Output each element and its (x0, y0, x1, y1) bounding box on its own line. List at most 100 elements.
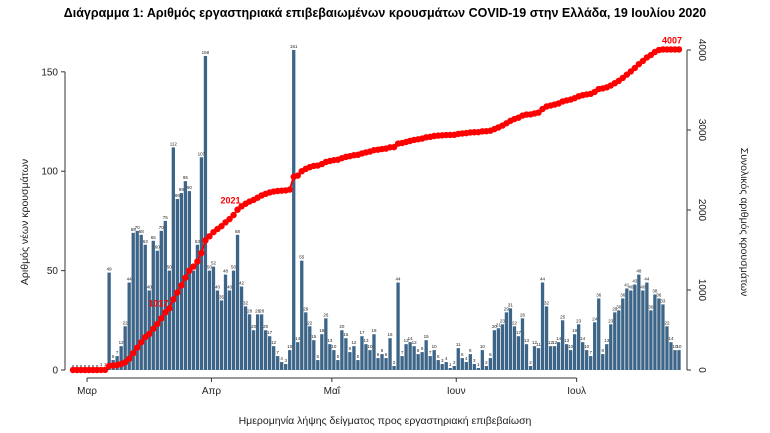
bar (524, 344, 529, 370)
y-right-tick-label: 1000 (696, 279, 707, 302)
bar (187, 191, 192, 370)
bar-value-label: 4 (445, 356, 448, 361)
bar-value-label: 5 (357, 354, 360, 359)
bar-value-label: 26 (520, 312, 526, 317)
bar-value-label: 29 (303, 306, 309, 311)
bar-value-label: 161 (290, 44, 298, 49)
bar (155, 250, 159, 370)
bar-value-label: 6 (385, 352, 388, 357)
bar-value-label: 112 (170, 141, 178, 146)
bar (292, 49, 296, 370)
cumulative-point (286, 186, 293, 193)
bar (544, 306, 549, 370)
bar-value-label: 68 (139, 229, 145, 234)
bar-value-label: 40 (147, 284, 153, 289)
bar-value-label: 14 (556, 336, 562, 341)
bar (504, 312, 509, 370)
chart-title: Διάγραμμα 1: Αριθμός εργαστηριακά επιβεβ… (63, 6, 707, 20)
bar-value-label: 52 (211, 261, 217, 266)
bar-value-label: 33 (660, 298, 666, 303)
bar (223, 274, 228, 370)
bar (300, 260, 304, 370)
bar (548, 346, 553, 370)
bar-value-label: 28 (255, 308, 261, 313)
bar-value-label: 60 (155, 245, 161, 250)
bar (344, 338, 348, 370)
bar (633, 284, 637, 370)
bar (589, 356, 593, 370)
bar (255, 314, 260, 370)
bar (468, 354, 472, 370)
bar (420, 352, 424, 370)
bar-value-label: 13 (604, 338, 610, 343)
cumulative-point (158, 315, 165, 322)
x-tick-label: Ιουν (447, 386, 466, 397)
bar (621, 298, 625, 370)
bar-value-label: 5 (337, 354, 340, 359)
cumulative-point (190, 263, 197, 270)
bar (131, 232, 135, 370)
cumulative-point (125, 355, 133, 362)
y-axis-left-title: Αριθμός νέων κρουσμάτων (19, 159, 31, 285)
bar-value-label: 89 (179, 187, 185, 192)
bar-value-label: 4 (280, 356, 283, 361)
bar-value-label: 3 (473, 358, 476, 363)
bar (316, 360, 320, 370)
bar-value-label: 12 (412, 340, 418, 345)
bar (231, 270, 236, 370)
cumulative-point (138, 338, 145, 346)
bar-value-label: 10 (432, 344, 438, 349)
bar-value-label: 36 (620, 292, 626, 297)
bar (444, 362, 448, 370)
bar-value-label: 1 (449, 362, 452, 367)
bar (581, 342, 585, 370)
bar (609, 324, 613, 370)
cumulative-point (186, 267, 193, 274)
bar-value-label: 75 (163, 215, 169, 220)
bar-value-label: 70 (135, 225, 141, 230)
bar (127, 282, 131, 370)
bar (151, 240, 155, 370)
bar-value-label: 10 (367, 344, 373, 349)
bar-value-label: 26 (323, 312, 329, 317)
bar-value-label: 90 (187, 185, 193, 190)
bar (119, 346, 123, 370)
bar-value-label: 10 (480, 344, 486, 349)
bar (597, 298, 601, 370)
bar (408, 342, 412, 370)
x-tick-label: Μαρ (77, 386, 97, 397)
bar-value-label: 13 (404, 338, 410, 343)
bar-value-label: 10 (584, 344, 590, 349)
bar (677, 350, 681, 370)
bar-value-label: 14 (668, 336, 674, 341)
bar-value-label: 12 (119, 340, 125, 345)
bar-value-label: 18 (572, 328, 578, 333)
bar-value-label: 17 (516, 330, 522, 335)
bar-value-label: 23 (576, 318, 582, 323)
bar-value-label: 18 (319, 328, 325, 333)
bar (123, 326, 127, 370)
bar-value-label: 25 (560, 314, 566, 319)
bar-value-label: 12 (548, 340, 554, 345)
bar (340, 330, 344, 370)
bar-value-label: 0 (72, 364, 75, 369)
bar-value-label: 36 (596, 292, 602, 297)
bar-value-label: 50 (231, 265, 237, 270)
bar-value-label: 17 (359, 330, 365, 335)
bar (653, 294, 657, 370)
bar (400, 356, 404, 370)
bar-value-label: 7 (429, 350, 432, 355)
bar (251, 330, 256, 370)
bar (332, 350, 336, 370)
bar (296, 342, 300, 370)
bar (452, 366, 456, 370)
bar (348, 352, 352, 370)
x-axis-title: Ημερομηνία λήψης δείγματος προς εργαστηρ… (239, 415, 532, 427)
bar-value-label: 48 (636, 269, 642, 274)
bar-value-label: 40 (628, 284, 634, 289)
bar (488, 358, 493, 370)
bar-value-label: 5 (112, 354, 115, 359)
bar-value-label: 30 (648, 304, 654, 309)
bar (380, 354, 384, 370)
